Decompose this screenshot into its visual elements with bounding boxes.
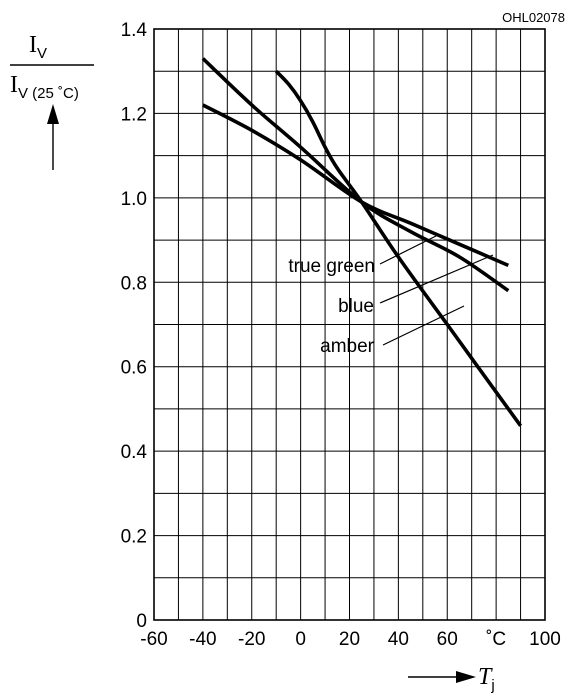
x-tick-label: -20 bbox=[238, 629, 265, 650]
y-tick-labels: 0 0.2 0.4 0.6 0.8 1.0 1.2 1.4 bbox=[121, 20, 148, 632]
x-tick-label: 0 bbox=[295, 629, 306, 650]
plot-border bbox=[153, 28, 546, 621]
series-line-amber bbox=[274, 69, 523, 427]
y-tick-label: 1.0 bbox=[121, 189, 147, 210]
y-tick-label: 0.6 bbox=[121, 358, 147, 379]
y-axis-label: IV IV (25 ˚C) bbox=[10, 32, 94, 170]
y-tick-label: 1.4 bbox=[121, 20, 148, 41]
x-tick-label: 20 bbox=[339, 629, 360, 650]
plot-frame bbox=[153, 28, 546, 621]
grid bbox=[154, 29, 545, 620]
x-unit-label: ˚C bbox=[486, 629, 506, 650]
x-tick-label: -60 bbox=[140, 629, 167, 650]
y-label-numerator: IV bbox=[29, 32, 47, 62]
series-label-amber: amber bbox=[320, 336, 375, 357]
y-tick-label: 1.2 bbox=[121, 104, 147, 125]
series-lines bbox=[201, 57, 523, 427]
y-tick-label: 0.8 bbox=[121, 273, 147, 294]
series-line-blue bbox=[201, 57, 510, 293]
x-axis-label: Tj bbox=[408, 664, 495, 694]
y-tick-label: 0 bbox=[136, 611, 147, 632]
series-leader-line bbox=[379, 254, 494, 304]
series-leader-line bbox=[379, 235, 437, 265]
y-tick-label: 0.2 bbox=[121, 527, 147, 548]
figure-code: OHL02078 bbox=[502, 10, 565, 25]
series-label-blue: blue bbox=[338, 296, 374, 317]
x-tick-label: -40 bbox=[189, 629, 216, 650]
series-label-true-green: true green bbox=[288, 256, 375, 277]
x-tick-labels: -60 -40 -20 0 20 40 60 100 ˚C bbox=[140, 629, 561, 650]
y-label-denominator: IV (25 ˚C) bbox=[10, 72, 79, 102]
series-leader-line bbox=[382, 305, 465, 346]
x-label-arrow-head bbox=[456, 671, 476, 683]
x-label-text: Tj bbox=[478, 664, 495, 694]
series-line-true-green bbox=[202, 103, 510, 268]
series-labels: true green blue amber bbox=[288, 235, 494, 357]
y-tick-label: 0.4 bbox=[121, 442, 148, 463]
x-tick-label: 40 bbox=[388, 629, 409, 650]
y-label-arrow-head bbox=[47, 104, 59, 124]
x-tick-label: 60 bbox=[437, 629, 458, 650]
x-tick-label: 100 bbox=[529, 629, 561, 650]
